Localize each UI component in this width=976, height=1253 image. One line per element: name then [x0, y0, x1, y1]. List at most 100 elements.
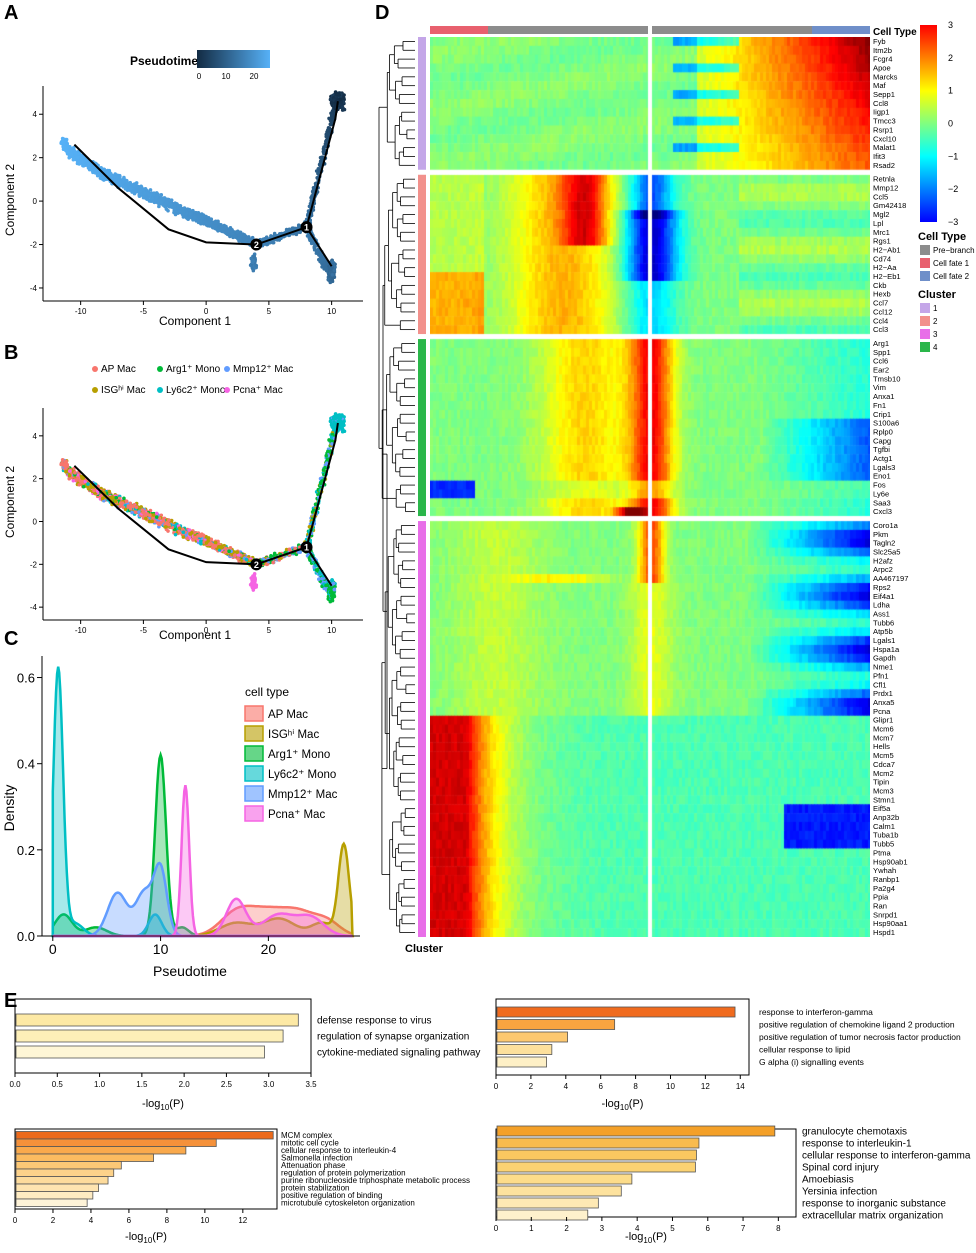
cell-point — [73, 470, 77, 475]
cell-point — [337, 93, 341, 97]
cell-point — [142, 191, 147, 195]
cell-point — [166, 208, 170, 213]
legend-label: Ly6c2⁺ Mono — [166, 385, 226, 396]
pseudotime-legend-title: Pseudotime — [130, 54, 198, 68]
cell-point — [60, 461, 64, 465]
cell-point — [81, 163, 86, 168]
cell-point — [161, 519, 166, 523]
cell-point — [318, 250, 322, 255]
cell-point — [236, 557, 240, 561]
x-tick-label: -10 — [75, 626, 87, 635]
cell-point — [330, 101, 334, 105]
trajectory-backbone — [73, 143, 307, 246]
cell-point — [323, 465, 327, 470]
cell-point — [338, 97, 342, 102]
x-tick-label: 10 — [327, 307, 336, 316]
cell-point — [187, 207, 192, 212]
cell-point — [324, 461, 329, 466]
cell-point — [113, 178, 118, 183]
cell-point — [60, 136, 65, 141]
cell-point — [77, 162, 82, 166]
cell-point — [181, 207, 185, 211]
branch-point-label: 2 — [254, 240, 259, 250]
cell-point — [80, 480, 84, 485]
cell-point — [340, 429, 345, 434]
cell-point — [185, 536, 189, 541]
cell-point — [169, 518, 174, 523]
x-tick-label: 5 — [267, 307, 272, 316]
cell-point — [338, 419, 342, 423]
legend-label: Arg1⁺ Mono — [166, 364, 221, 375]
cell-point — [118, 183, 122, 188]
cell-point — [339, 100, 344, 104]
cell-point — [134, 184, 139, 189]
cell-point — [71, 157, 76, 162]
legend-dot — [157, 366, 163, 372]
cell-point — [64, 466, 68, 470]
cell-point — [130, 190, 134, 194]
cell-point — [324, 132, 329, 137]
cell-point — [224, 229, 228, 233]
cell-point — [120, 180, 125, 185]
x-tick-label: -10 — [75, 307, 87, 316]
cell-point — [244, 237, 249, 242]
branch-point-label: 1 — [304, 223, 309, 233]
cell-point — [67, 148, 72, 152]
cell-point — [131, 504, 136, 508]
cell-point — [251, 268, 256, 273]
cell-point — [151, 513, 156, 517]
cell-point — [148, 193, 152, 197]
cell-point — [155, 200, 160, 205]
cell-point — [117, 496, 122, 501]
cell-point — [324, 140, 329, 144]
cell-point — [254, 263, 258, 268]
cell-point — [265, 562, 269, 567]
cell-point — [325, 457, 330, 462]
cell-point — [65, 141, 69, 145]
cell-point — [100, 496, 105, 501]
cell-point — [64, 469, 68, 474]
cell-point — [143, 196, 148, 200]
cell-point — [92, 167, 96, 172]
cell-point — [308, 238, 312, 242]
cell-point — [133, 189, 138, 194]
panel-label-e: E — [4, 990, 18, 1012]
x-tick-label: -5 — [140, 626, 148, 635]
cell-point — [188, 532, 192, 536]
cell-point — [60, 139, 64, 144]
cell-point — [236, 553, 241, 557]
cell-point — [117, 175, 122, 180]
cell-point — [337, 415, 341, 419]
legend-dot — [92, 366, 98, 372]
cell-point — [333, 412, 338, 416]
cell-point — [155, 521, 160, 525]
cell-point — [151, 192, 156, 197]
pseudotime-tick: 10 — [222, 72, 231, 81]
y-tick-label: 4 — [33, 432, 38, 441]
cell-point — [154, 194, 159, 199]
cell-point — [201, 213, 206, 217]
cell-point — [185, 216, 189, 221]
cell-point — [198, 214, 203, 218]
x-tick-label: -5 — [140, 307, 148, 316]
cell-point — [124, 499, 129, 504]
cell-point — [187, 528, 192, 532]
cell-point — [154, 515, 159, 519]
cell-point — [177, 206, 182, 210]
cell-point — [327, 438, 331, 442]
cell-point — [193, 215, 197, 220]
cell-point — [316, 577, 321, 582]
cell-point — [236, 237, 240, 241]
cell-point — [272, 231, 277, 236]
cell-point — [272, 551, 277, 556]
cell-point — [324, 583, 328, 588]
cell-point — [150, 199, 155, 203]
cell-point — [196, 213, 200, 218]
cell-point — [130, 510, 134, 515]
cell-point — [143, 516, 148, 521]
cell-point — [136, 510, 141, 514]
legend-label: Pcna⁺ Mac — [233, 385, 283, 396]
cell-point — [193, 535, 197, 540]
branch-point-marker — [300, 221, 313, 234]
